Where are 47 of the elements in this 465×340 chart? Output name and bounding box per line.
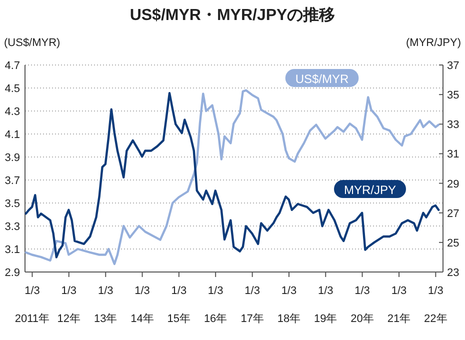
y-tick-label: 4.5 xyxy=(4,83,20,95)
y2-tick-label: 25 xyxy=(447,237,460,250)
chart-title: US$/MYR・MYR/JPYの推移 xyxy=(130,6,336,24)
text: 1/3 xyxy=(318,285,334,297)
text: 1/3 xyxy=(61,285,77,297)
x-tick-label: 13年 xyxy=(94,313,118,325)
y-tick-label: 3.1 xyxy=(4,244,20,256)
y-tick-label: 4.3 xyxy=(4,106,20,118)
y-tick-label: 3.7 xyxy=(4,175,20,187)
y2-tick-label: 27 xyxy=(447,208,460,220)
text: 1/3 xyxy=(98,285,114,297)
text: 1/3 xyxy=(244,285,260,297)
text: 1/3 xyxy=(134,285,150,297)
x-tick-label: 12年 xyxy=(57,313,81,325)
x-tick-label: 2011年 xyxy=(14,313,50,325)
text: 1/3 xyxy=(428,285,444,297)
x-tick-label: 18年 xyxy=(277,313,301,325)
x-tick-label: 15年 xyxy=(167,313,191,325)
x-tick-label: 16年 xyxy=(204,313,228,325)
y2-axis-title: (MYR/JPY) xyxy=(406,37,461,49)
x-tick-label: 14年 xyxy=(130,313,154,325)
series-label: MYR/JPY xyxy=(344,183,396,197)
y-tick-label: 2.9 xyxy=(4,267,20,279)
text: 1/3 xyxy=(24,285,40,297)
y2-tick-label: 29 xyxy=(447,178,460,190)
text: 1/3 xyxy=(354,285,370,297)
y2-tick-label: 31 xyxy=(447,148,460,161)
series-label: US$/MYR xyxy=(295,72,350,86)
y-axis-title: (US$/MYR) xyxy=(4,37,60,49)
x-tick-label: 19年 xyxy=(314,313,338,325)
y-tick-label: 4.7 xyxy=(4,60,20,72)
text: 1/3 xyxy=(281,285,297,297)
y2-tick-label: 35 xyxy=(447,90,460,102)
text: 1/3 xyxy=(391,285,407,297)
text: 1/3 xyxy=(171,285,187,297)
x-tick-label: 22年 xyxy=(424,313,448,325)
x-tick-label: 21年 xyxy=(387,313,411,325)
text: 1/3 xyxy=(208,285,224,297)
y-tick-label: 4.1 xyxy=(4,129,20,141)
y2-tick-label: 37 xyxy=(447,60,460,72)
x-tick-label: 17年 xyxy=(240,313,264,325)
y-tick-label: 3.5 xyxy=(4,198,20,210)
y2-tick-label: 23 xyxy=(447,267,460,279)
y-tick-label: 3.9 xyxy=(4,152,20,164)
y-tick-label: 3.3 xyxy=(4,221,20,233)
y2-tick-label: 33 xyxy=(447,119,460,132)
x-tick-label: 20年 xyxy=(350,313,374,325)
